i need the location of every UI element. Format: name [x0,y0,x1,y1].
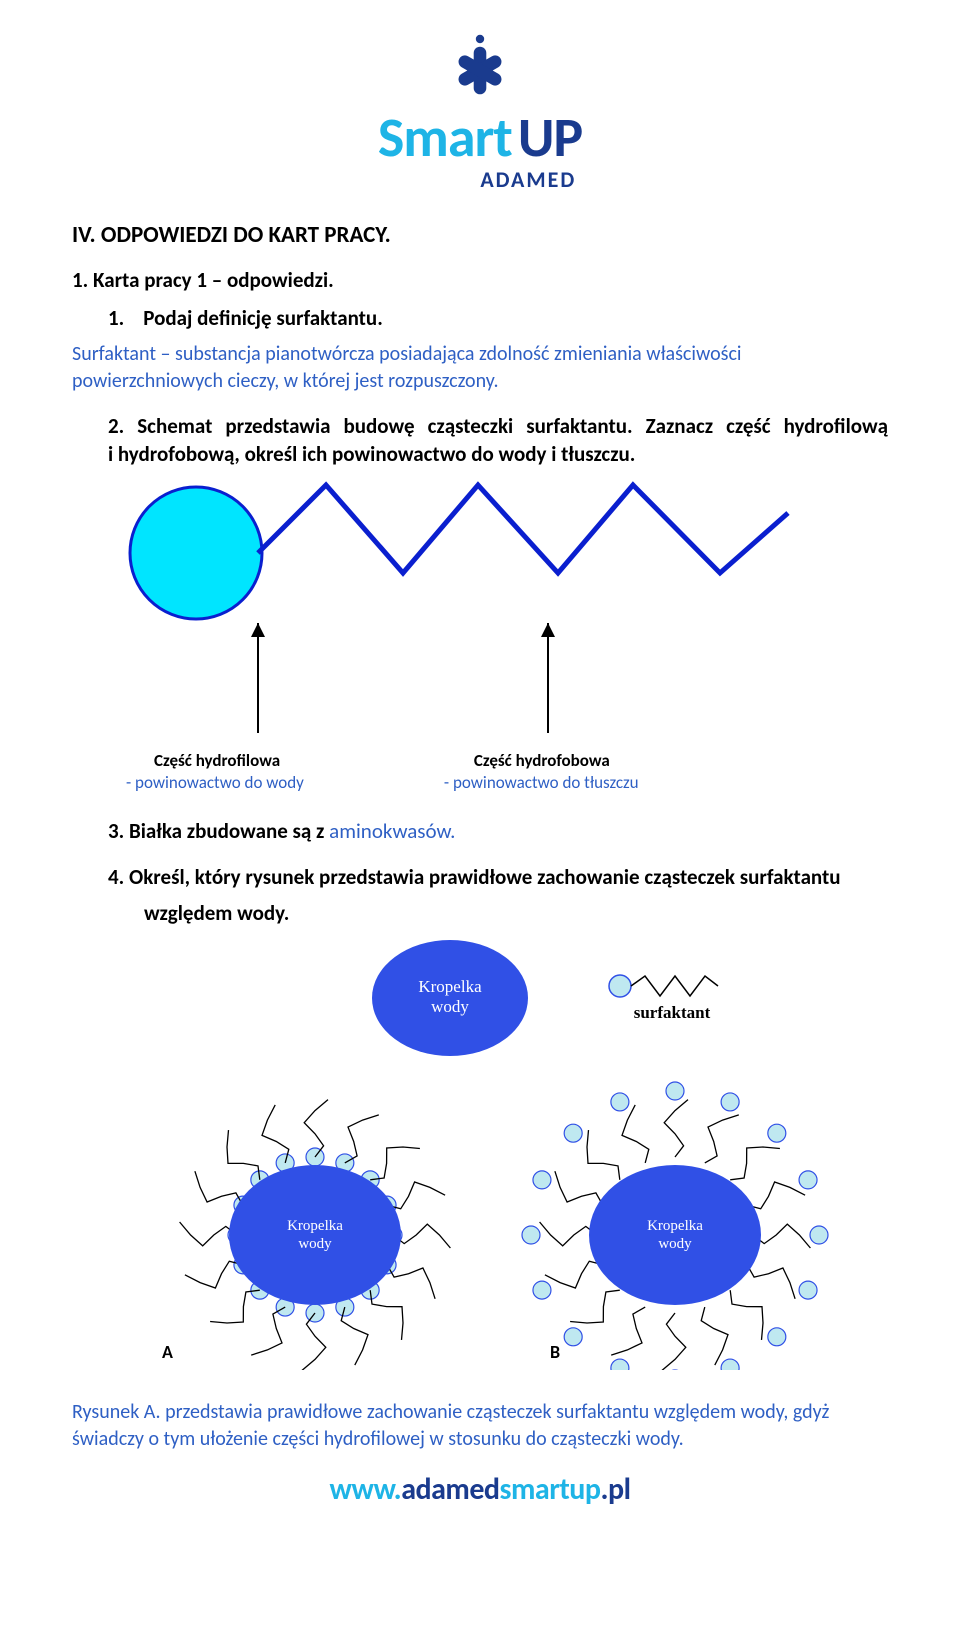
svg-text:wody: wody [658,1236,692,1252]
logo: Smart UP ADAMED [378,32,582,193]
logo-block: Smart UP ADAMED [72,32,888,193]
q2-line1: 2. Schemat przedstawia budowę cząsteczki… [72,413,888,439]
label-hydrophilic: Część hydrofilowa - powinowactwo do wody [108,750,304,794]
q4-answer: Rysunek A. przedstawia prawidłowe zachow… [72,1399,888,1453]
surfactant-molecule-diagram [108,473,828,748]
svg-text:wody: wody [431,997,469,1016]
page: Smart UP ADAMED IV. ODPOWIEDZI DO KART P… [0,0,960,1520]
q1-prompt: 1. Podaj definicję surfaktantu. [72,305,888,331]
card-heading: 1. Karta pracy 1 – odpowiedzi. [72,267,888,293]
label-b: B [550,1341,560,1363]
footer-adamed: adamed [401,1471,499,1508]
micelle-diagram: Kropelka wody surfaktant Kropelka wody A… [72,940,888,1375]
label-hydrophobic-sub: - powinowactwo do tłuszczu [444,772,639,794]
svg-text:Kropelka: Kropelka [418,977,482,996]
label-hydrophilic-title: Część hydrofilowa [154,750,304,772]
q1-answer: Surfaktant – substancja pianotwórcza pos… [72,341,888,395]
svg-text:Kropelka: Kropelka [647,1218,703,1234]
q3-prefix: 3. Białka zbudowane są z [108,818,329,844]
footer-url: www.adamedsmartup.pl [72,1471,888,1508]
label-hydrophilic-sub: - powinowactwo do wody [126,772,304,794]
smartup-wordmark: Smart UP [378,104,582,172]
label-hydrophobic-title: Część hydrofobowa [444,750,639,772]
q4-line2: względem wody. [72,900,888,926]
footer-www: www. [330,1471,402,1508]
diagram1-labels: Część hydrofilowa - powinowactwo do wody… [72,750,888,794]
label-hydrophobic: Część hydrofobowa - powinowactwo do tłus… [394,750,639,794]
legend-surfactant-label: surfaktant [634,1003,711,1022]
q2-line2: i hydrofobową, określ ich powinowactwo d… [72,441,888,467]
q3: 3. Białka zbudowane są z aminokwasów. [72,818,888,844]
label-a: A [162,1341,173,1363]
section-title: IV. ODPOWIEDZI DO KART PRACY. [72,221,888,249]
q4-line1: 4. Określ, który rysunek przedstawia pra… [72,864,888,890]
footer-smartup: smartup [500,1471,601,1508]
svg-text:Kropelka: Kropelka [287,1218,343,1234]
svg-text:wody: wody [298,1236,332,1252]
q1-text: Podaj definicję surfaktantu. [143,305,383,331]
q1-num: 1. [108,305,124,331]
footer-pl: .pl [600,1471,630,1508]
logo-smart: Smart [378,104,512,172]
logo-up: UP [518,104,582,172]
q3-answer: aminokwasów. [329,818,455,844]
asterisk-icon [445,32,515,102]
